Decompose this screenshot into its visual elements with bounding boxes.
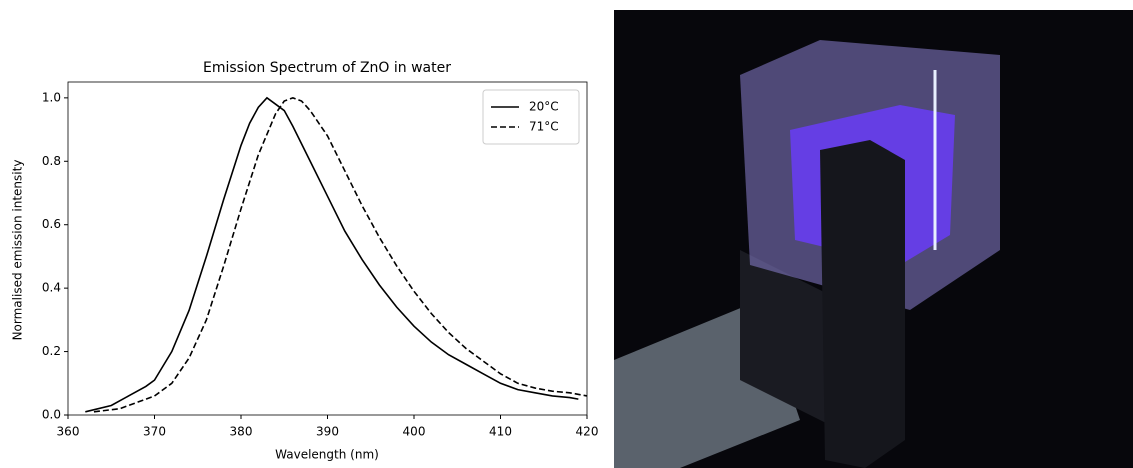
y-tick-label: 0.4 xyxy=(42,281,61,295)
y-axis-label: Normalised emission intensity xyxy=(11,160,25,341)
x-axis-label: Wavelength (nm) xyxy=(275,448,379,462)
x-tick-label: 400 xyxy=(403,425,426,439)
x-tick-label: 390 xyxy=(316,425,339,439)
x-tick-label: 370 xyxy=(143,425,166,439)
x-tick-label: 410 xyxy=(489,425,512,439)
x-tick-label: 360 xyxy=(57,425,80,439)
y-tick-label: 0.6 xyxy=(42,217,61,231)
chart-title: Emission Spectrum of ZnO in water xyxy=(203,60,451,76)
legend-label: 71°C xyxy=(529,120,559,134)
series-line xyxy=(93,97,588,413)
photo xyxy=(614,10,1133,468)
legend-box xyxy=(482,89,580,145)
legend-label: 20°C xyxy=(529,100,559,114)
photo-stand xyxy=(820,140,905,468)
y-tick-label: 0.0 xyxy=(42,408,61,422)
y-tick-label: 0.8 xyxy=(42,154,61,168)
x-tick-label: 420 xyxy=(576,425,599,439)
x-tick-label: 380 xyxy=(230,425,253,439)
y-tick-label: 1.0 xyxy=(42,90,61,104)
y-tick-label: 0.2 xyxy=(42,344,61,358)
series-line xyxy=(85,96,579,413)
